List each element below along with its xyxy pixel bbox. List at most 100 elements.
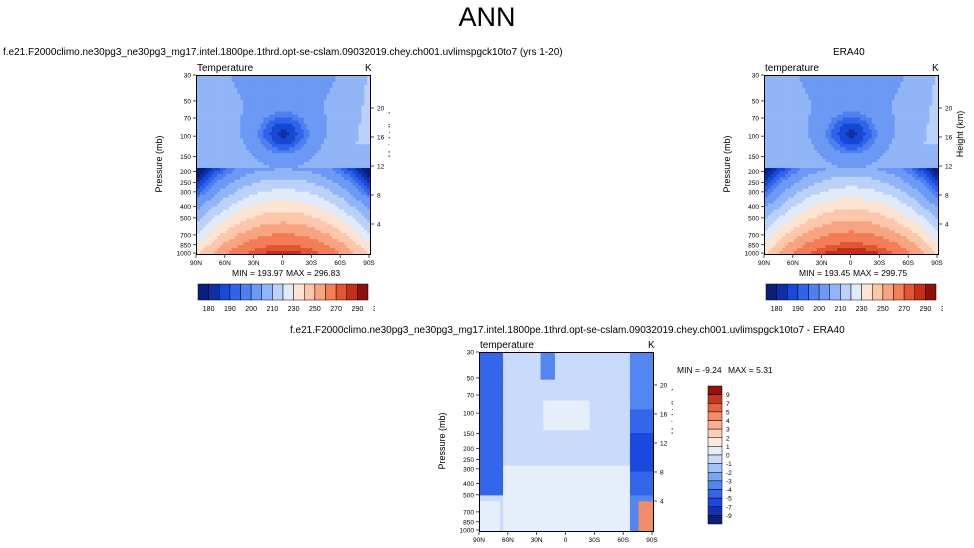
field-cell bbox=[237, 203, 241, 207]
field-cell bbox=[900, 129, 904, 133]
field-cell bbox=[868, 135, 873, 139]
field-cell bbox=[286, 188, 290, 193]
field-cell bbox=[338, 96, 342, 101]
field-cell bbox=[315, 206, 319, 210]
field-cell bbox=[349, 170, 354, 175]
field-cell bbox=[323, 167, 328, 172]
field-cell bbox=[306, 117, 310, 121]
field-cell bbox=[303, 87, 307, 92]
field-cell bbox=[205, 239, 209, 243]
field-cell bbox=[900, 93, 904, 98]
model-colorbar: 180190200210230250270290300 bbox=[197, 283, 375, 313]
field-cell bbox=[208, 117, 212, 121]
field-cell bbox=[231, 111, 235, 115]
field-cell bbox=[303, 251, 307, 254]
field-cell bbox=[312, 162, 316, 166]
field-cell bbox=[228, 111, 232, 115]
field-cell bbox=[335, 236, 339, 240]
field-cell bbox=[335, 203, 339, 207]
field-cell bbox=[335, 147, 339, 151]
field-cell bbox=[906, 135, 910, 139]
field-cell bbox=[765, 108, 769, 112]
field-cell bbox=[283, 224, 287, 228]
field-cell bbox=[785, 76, 789, 80]
field-cell bbox=[243, 96, 247, 101]
field-cell bbox=[205, 206, 209, 210]
field-cell bbox=[837, 114, 841, 118]
field-cell bbox=[225, 150, 230, 154]
field-cell bbox=[914, 105, 919, 110]
field-cell bbox=[819, 117, 824, 121]
field-cell bbox=[303, 224, 307, 228]
field-cell bbox=[315, 76, 319, 80]
field-cell bbox=[251, 200, 256, 204]
field-cell bbox=[329, 99, 333, 104]
field-cell bbox=[289, 153, 293, 157]
field-cell bbox=[315, 96, 319, 101]
field-cell bbox=[286, 179, 290, 184]
field-cell bbox=[254, 227, 258, 231]
field-cell bbox=[344, 230, 348, 234]
field-cell bbox=[863, 84, 867, 89]
field-cell bbox=[863, 99, 867, 104]
field-cell bbox=[926, 126, 930, 130]
field-cell bbox=[932, 120, 936, 124]
field-cell bbox=[222, 212, 227, 216]
field-cell bbox=[211, 227, 215, 231]
field-cell bbox=[292, 105, 296, 110]
field-cell bbox=[323, 197, 328, 201]
field-cell bbox=[289, 170, 293, 175]
field-cell bbox=[274, 117, 279, 121]
field-cell bbox=[246, 236, 250, 240]
field-cell bbox=[332, 108, 336, 112]
field-cell bbox=[917, 102, 922, 107]
field-cell bbox=[770, 81, 775, 86]
field-cell bbox=[266, 84, 270, 89]
field-cell bbox=[263, 153, 267, 157]
field-cell bbox=[341, 132, 345, 136]
field-cell bbox=[770, 105, 775, 110]
field-cell bbox=[323, 147, 328, 151]
field-cell bbox=[886, 105, 890, 110]
field-cell bbox=[300, 242, 305, 246]
field-cell bbox=[329, 230, 333, 234]
field-cell bbox=[344, 221, 348, 225]
field-cell bbox=[790, 81, 795, 86]
field-cell bbox=[361, 206, 365, 210]
field-cell bbox=[909, 126, 913, 130]
field-cell bbox=[222, 84, 227, 89]
field-cell bbox=[358, 108, 362, 112]
field-cell bbox=[349, 167, 354, 172]
field-cell bbox=[222, 132, 227, 136]
field-cell bbox=[860, 90, 864, 95]
field-cell bbox=[822, 76, 826, 80]
field-cell bbox=[920, 126, 924, 130]
field-cell bbox=[344, 173, 348, 178]
field-cell bbox=[326, 230, 331, 234]
field-cell bbox=[364, 209, 368, 213]
field-cell bbox=[891, 117, 896, 121]
field-cell bbox=[248, 93, 253, 98]
field-cell bbox=[332, 200, 336, 204]
field-cell bbox=[912, 78, 916, 83]
field-cell bbox=[222, 215, 227, 219]
field-cell bbox=[863, 108, 867, 112]
field-cell bbox=[332, 84, 336, 89]
field-cell bbox=[868, 108, 873, 112]
field-cell bbox=[286, 84, 290, 89]
field-cell bbox=[231, 93, 235, 98]
field-cell bbox=[312, 233, 316, 237]
field-cell bbox=[248, 239, 253, 243]
field-cell bbox=[819, 105, 824, 110]
model-rtick-label: 20 bbox=[377, 105, 385, 112]
field-cell bbox=[271, 87, 276, 92]
field-cell bbox=[257, 84, 261, 89]
field-cell bbox=[202, 150, 207, 154]
field-cell bbox=[257, 191, 261, 196]
field-cell bbox=[274, 191, 279, 196]
field-cell bbox=[320, 167, 325, 172]
field-cell bbox=[297, 209, 302, 213]
field-cell bbox=[822, 96, 826, 101]
field-cell bbox=[199, 197, 204, 201]
field-cell bbox=[274, 197, 279, 201]
